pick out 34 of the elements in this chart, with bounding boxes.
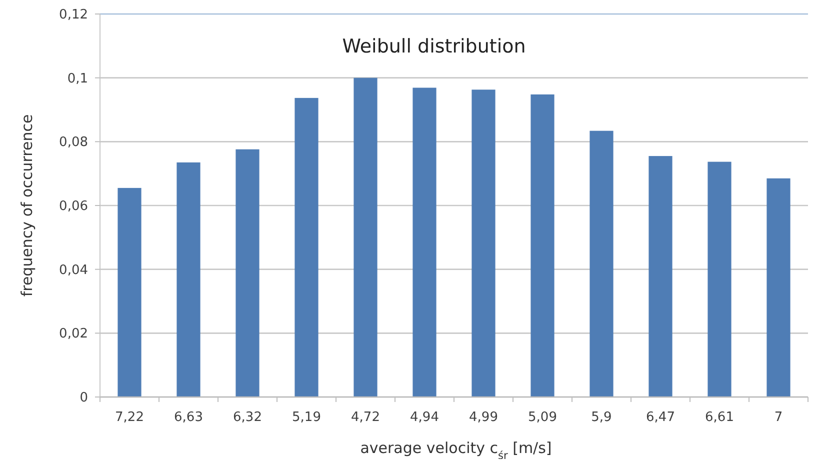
x-tick-label: 5,9 xyxy=(591,410,612,425)
x-tick-label: 6,63 xyxy=(174,410,203,425)
bar xyxy=(236,149,260,397)
y-tick-label: 0,1 xyxy=(67,71,88,86)
bar xyxy=(472,90,496,397)
x-tick-label: 6,32 xyxy=(233,410,262,425)
x-tick-label: 4,94 xyxy=(410,410,439,425)
x-tick-label: 4,99 xyxy=(469,410,498,425)
y-tick-label: 0,08 xyxy=(59,135,88,150)
x-tick-label: 6,47 xyxy=(646,410,675,425)
bar xyxy=(412,88,436,397)
x-tick-label: 6,61 xyxy=(705,410,734,425)
y-tick-label: 0,06 xyxy=(59,199,88,214)
bar xyxy=(118,188,142,397)
y-axis-title: frequency of occurrence xyxy=(18,114,36,297)
bar xyxy=(708,162,732,397)
x-tick-label: 4,72 xyxy=(351,410,380,425)
y-tick-label: 0,02 xyxy=(59,326,88,342)
bar xyxy=(294,98,318,397)
bar xyxy=(766,178,790,397)
bar xyxy=(648,156,672,397)
y-tick-label: 0,12 xyxy=(59,8,88,23)
bar xyxy=(530,94,554,397)
y-tick-label: 0 xyxy=(80,390,88,406)
text: Weibull distribution xyxy=(342,35,526,58)
bar xyxy=(590,130,614,397)
x-tick-label: 7 xyxy=(774,410,783,425)
bar xyxy=(354,78,378,397)
x-tick-label: 5,19 xyxy=(292,410,321,425)
x-tick-label: 7,22 xyxy=(115,410,144,425)
bar xyxy=(176,162,200,397)
x-axis-title: average velocity c$_{śr}$ [m/s] xyxy=(360,439,552,462)
x-tick-label: 5,09 xyxy=(528,410,557,425)
y-tick-label: 0,04 xyxy=(59,262,88,278)
